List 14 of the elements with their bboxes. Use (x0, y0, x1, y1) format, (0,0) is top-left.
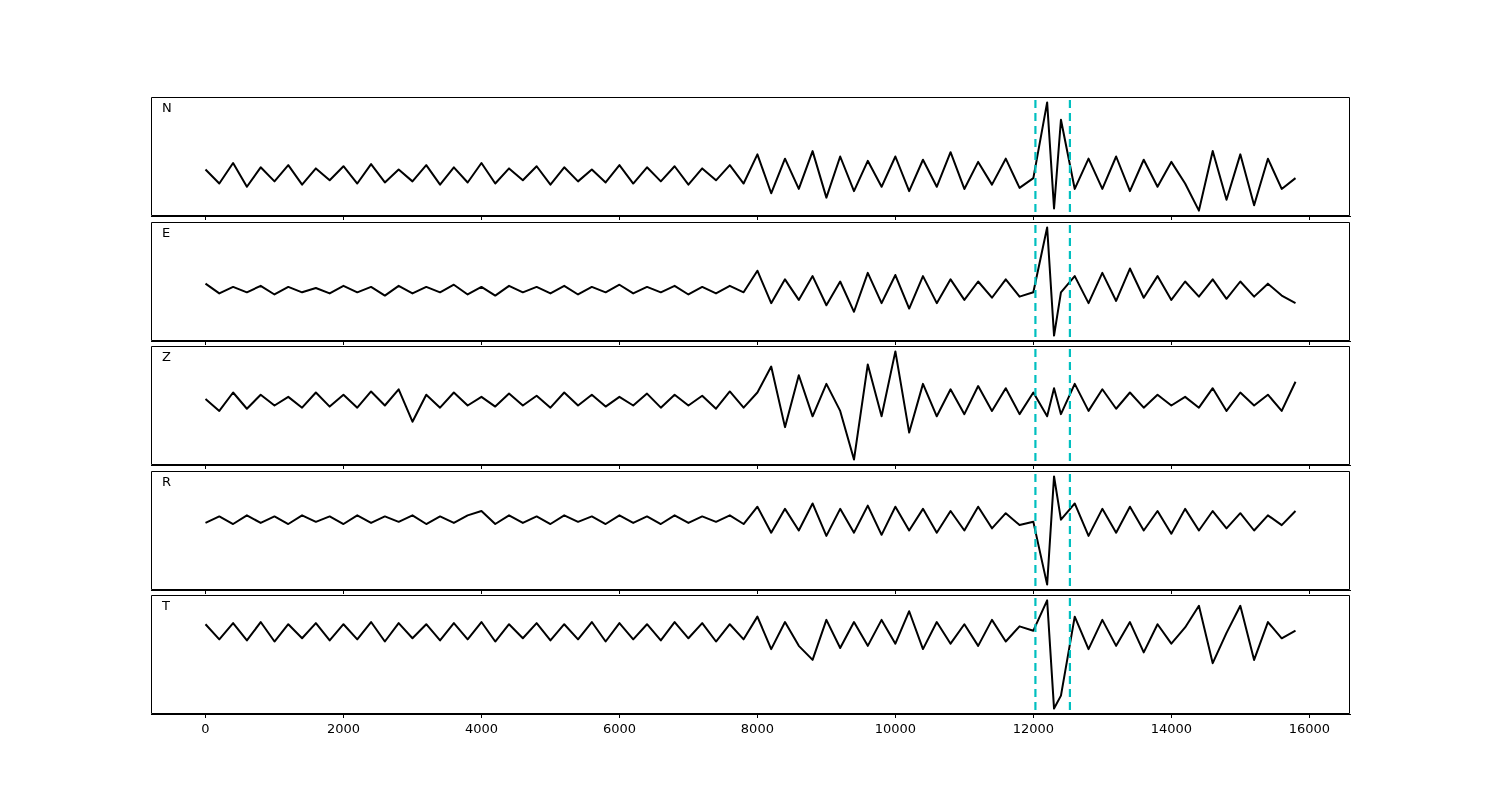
x-tick-label: 16000 (1288, 721, 1330, 737)
x-tick-label: 4000 (464, 721, 498, 737)
chart-title: N (162, 99, 172, 115)
x-tick-label: 12000 (1012, 721, 1055, 737)
x-tick-label: 8000 (740, 721, 774, 737)
x-tick-label: 10000 (874, 721, 917, 737)
chart-title: T (161, 597, 170, 613)
x-tick-label: 2000 (326, 721, 361, 737)
x-tick-label: 0 (201, 721, 210, 737)
chart-title: R (162, 473, 172, 489)
chart-title: Z (162, 348, 171, 364)
chart-title: E (162, 224, 171, 240)
x-tick-label: 14000 (1150, 721, 1192, 737)
x-tick-label: 6000 (602, 721, 636, 737)
